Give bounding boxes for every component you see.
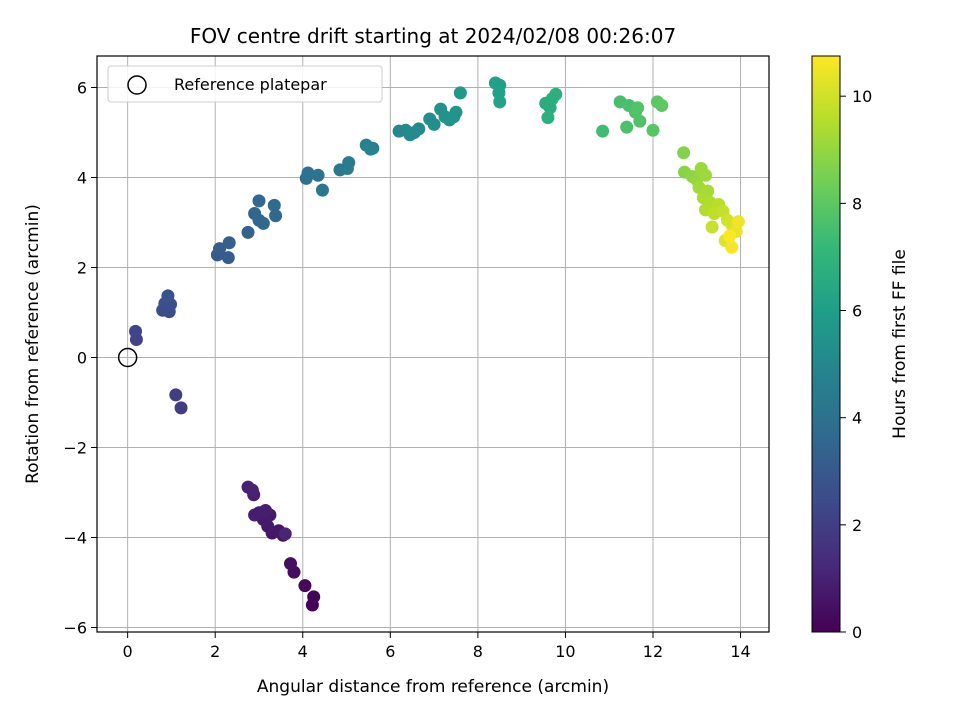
y-ticks: −6 −4 −2 0 2 4 6 <box>63 79 97 638</box>
data-point <box>222 236 236 250</box>
y-tick-label: −6 <box>63 619 87 638</box>
colorbar-tick-label: 0 <box>852 623 862 642</box>
data-point <box>427 117 441 131</box>
data-point <box>241 225 255 239</box>
data-point <box>213 242 227 256</box>
data-point <box>633 114 647 128</box>
x-tick-label: 10 <box>555 642 575 661</box>
x-tick-label: 14 <box>730 642 750 661</box>
y-tick-label: 2 <box>77 259 87 278</box>
data-point <box>655 99 669 112</box>
data-point <box>453 86 467 100</box>
x-ticks: 0 2 4 6 8 10 12 14 <box>123 632 751 661</box>
data-point <box>259 504 273 517</box>
colorbar: 0 2 4 6 8 10 Hours from first FF file <box>811 55 910 642</box>
colorbar-tick-label: 4 <box>852 409 862 428</box>
data-point <box>677 146 691 160</box>
data-point <box>596 124 610 138</box>
data-point <box>307 590 321 604</box>
data-point <box>221 251 235 265</box>
data-point <box>342 156 356 170</box>
data-point <box>252 194 266 208</box>
data-point <box>364 142 378 156</box>
reference-point <box>117 347 138 368</box>
data-point <box>731 215 745 229</box>
x-axis-label: Angular distance from reference (arcmin) <box>257 677 609 697</box>
data-point <box>541 111 555 125</box>
data-point <box>620 120 634 134</box>
data-point <box>269 209 283 223</box>
data-point <box>723 229 737 243</box>
data-point <box>311 168 325 182</box>
legend-label: Reference platepar <box>174 75 327 94</box>
data-point <box>278 527 292 541</box>
data-point <box>412 122 426 136</box>
legend: Reference platepar <box>107 65 383 103</box>
y-tick-label: 4 <box>77 169 87 188</box>
y-tick-label: −4 <box>63 529 87 548</box>
data-point <box>301 166 315 180</box>
plot-frame <box>96 55 770 633</box>
data-point <box>699 168 713 182</box>
legend-box <box>107 65 383 103</box>
data-point <box>284 557 298 571</box>
data-point <box>174 401 188 415</box>
data-point <box>315 183 329 197</box>
data-point <box>631 101 645 115</box>
data-point <box>646 123 660 137</box>
x-tick-label: 0 <box>123 642 133 661</box>
x-tick-label: 2 <box>210 642 220 661</box>
colorbar-tick-label: 8 <box>852 194 862 213</box>
colorbar-ticks: 0 2 4 6 8 10 <box>840 87 872 642</box>
data-point <box>129 324 143 338</box>
x-tick-label: 8 <box>473 642 483 661</box>
points-layer <box>129 76 745 612</box>
colorbar-tick-label: 6 <box>852 302 862 321</box>
colorbar-tick-label: 2 <box>852 516 862 535</box>
data-point <box>493 95 507 109</box>
colorbar-label: Hours from first FF file <box>890 249 910 439</box>
colorbar-gradient <box>811 55 841 633</box>
data-point <box>449 105 463 119</box>
data-point <box>169 388 183 402</box>
legend-marker <box>127 75 147 95</box>
data-point <box>248 508 262 522</box>
grid-lines <box>97 56 769 632</box>
data-point <box>267 198 281 212</box>
data-point <box>725 240 739 254</box>
chart-title: FOV centre drift starting at 2024/02/08 … <box>190 24 676 48</box>
y-tick-label: −2 <box>63 439 87 458</box>
data-point <box>549 87 563 101</box>
x-tick-label: 4 <box>298 642 308 661</box>
x-tick-label: 6 <box>385 642 395 661</box>
x-tick-label: 12 <box>643 642 663 661</box>
y-tick-label: 0 <box>77 349 87 368</box>
data-point <box>161 289 175 303</box>
data-point <box>298 579 312 593</box>
data-point <box>245 483 259 497</box>
data-point <box>256 216 270 230</box>
colorbar-tick-label: 10 <box>852 87 872 106</box>
y-axis-label: Rotation from reference (arcmin) <box>23 204 43 484</box>
y-tick-label: 6 <box>77 79 87 98</box>
data-point <box>705 220 719 234</box>
